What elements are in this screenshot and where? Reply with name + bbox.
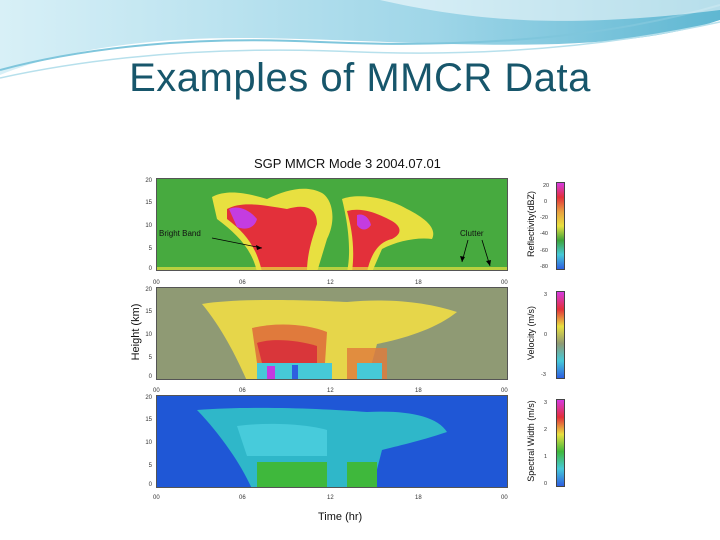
ytick: 15: [145, 417, 152, 423]
slide-title: Examples of MMCR Data: [129, 56, 591, 100]
xtick: 12: [327, 280, 334, 286]
ytick: 0: [148, 374, 152, 380]
reflectivity-image: [157, 179, 507, 270]
annotation-clutter: Clutter: [460, 229, 484, 238]
ytick: 20: [145, 395, 152, 401]
spectral-width-image: [157, 396, 507, 487]
reflectivity-colorbar: [556, 182, 565, 270]
x-axis-label: Time (hr): [318, 511, 363, 523]
ytick: 15: [145, 309, 152, 315]
header-swoosh: [0, 0, 720, 79]
colorbar-tick: -40: [540, 231, 548, 237]
colorbar-tick: 20: [543, 183, 550, 189]
xtick: 12: [327, 388, 334, 394]
ytick: 20: [145, 178, 152, 184]
xtick: 12: [327, 495, 334, 501]
ytick: 5: [148, 355, 152, 361]
spectral-width-panel: [156, 395, 508, 488]
xtick: 00: [501, 495, 508, 501]
reflectivity-panel: [156, 178, 508, 271]
colorbar-tick: 3: [544, 292, 548, 298]
xtick: 00: [501, 280, 508, 286]
colorbar-tick: 0: [544, 481, 548, 487]
xtick: 18: [415, 280, 422, 286]
xtick: 18: [415, 388, 422, 394]
colorbar-tick: -20: [540, 215, 548, 221]
xtick: 06: [239, 495, 246, 501]
ytick: 0: [148, 482, 152, 488]
ytick: 10: [145, 332, 152, 338]
reflectivity-colorbar-label: Reflectivity(dBZ): [526, 191, 536, 258]
ytick: 0: [148, 266, 152, 272]
velocity-image: [157, 288, 507, 379]
ytick: 5: [148, 246, 152, 252]
ytick: 15: [145, 200, 152, 206]
xtick: 00: [153, 495, 160, 501]
xtick: 00: [153, 280, 160, 286]
annotation-bright-band: Bright Band: [159, 229, 201, 238]
xtick: 06: [239, 388, 246, 394]
xtick: 18: [415, 495, 422, 501]
velocity-colorbar-label: Velocity (m/s): [526, 306, 536, 361]
velocity-panel: [156, 287, 508, 380]
figure-title: SGP MMCR Mode 3 2004.07.01: [254, 156, 441, 171]
colorbar-tick: -80: [540, 264, 548, 270]
xtick: 00: [501, 388, 508, 394]
colorbar-tick: -3: [541, 372, 546, 378]
colorbar-tick: 0: [544, 332, 548, 338]
ytick: 10: [145, 440, 152, 446]
spectral-width-colorbar: [556, 399, 565, 487]
colorbar-tick: 0: [544, 199, 548, 205]
ytick: 20: [145, 287, 152, 293]
ytick: 10: [145, 223, 152, 229]
velocity-colorbar: [556, 291, 565, 379]
colorbar-tick: 3: [544, 400, 548, 406]
xtick: 06: [239, 280, 246, 286]
ytick: 5: [148, 463, 152, 469]
colorbar-tick: 1: [544, 454, 548, 460]
colorbar-tick: 2: [544, 427, 548, 433]
xtick: 00: [153, 388, 160, 394]
spectral-width-colorbar-label: Spectral Width (m/s): [526, 400, 536, 482]
colorbar-tick: -60: [540, 248, 548, 254]
